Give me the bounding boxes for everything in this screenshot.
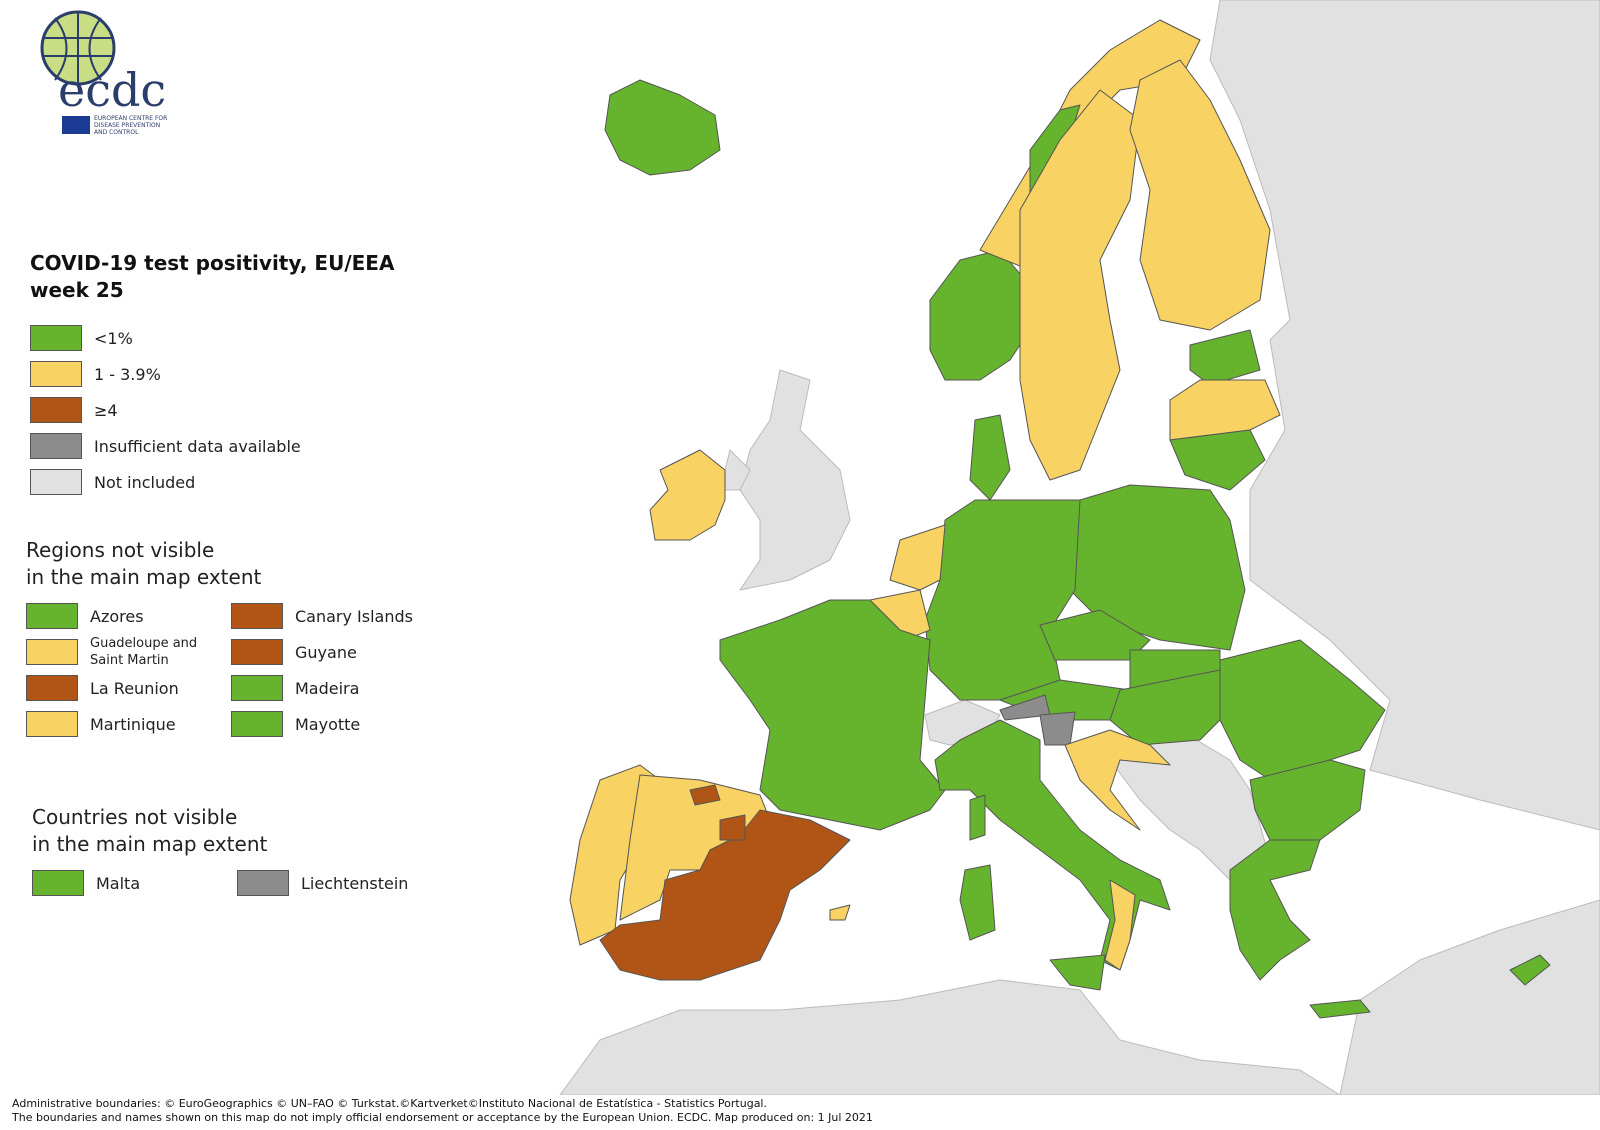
legend-swatch (30, 433, 82, 459)
eu-eea-countries (569, 19, 1551, 1019)
countries-title: Countries not visible in the main map ex… (32, 804, 267, 858)
map (559, 0, 1600, 1095)
romania (1219, 639, 1386, 781)
legend-label: <1% (94, 328, 133, 348)
legend-label: Azores (90, 606, 144, 626)
legend-swatch (30, 325, 82, 351)
legend-title: COVID-19 test positivity, EU/EEA week 25 (30, 250, 394, 304)
croatia (1064, 729, 1171, 831)
la-rioja (689, 784, 721, 806)
legend-item: Liechtenstein (237, 865, 437, 901)
legend-label: Liechtenstein (301, 873, 409, 893)
logo-agency: DISEASE PREVENTION (94, 122, 160, 129)
legend-label: Malta (96, 873, 141, 893)
footer-line: Administrative boundaries: © EuroGeograp… (12, 1097, 767, 1110)
legend-item: <1% (30, 320, 301, 356)
legend-swatch (26, 603, 78, 629)
legend-item: Mayotte (231, 706, 431, 742)
legend-item: Guyane (231, 634, 431, 670)
legend-item: Canary Islands (231, 598, 431, 634)
legend-item: Guadeloupe and Saint Martin (26, 634, 231, 670)
legend-label: Martinique (90, 714, 176, 734)
legend-swatch (231, 639, 283, 665)
legend-swatch (30, 361, 82, 387)
cyprus (1509, 954, 1551, 986)
sicily (1049, 954, 1106, 991)
estonia (1189, 329, 1261, 386)
bulgaria (1249, 759, 1366, 841)
section-line: Countries not visible (32, 805, 238, 829)
legend-item: Madeira (231, 670, 431, 706)
legend-swatch (30, 469, 82, 495)
legend-item: ≥4 (30, 392, 301, 428)
regions-legend: Azores Canary Islands Guadeloupe and Saint… (26, 598, 431, 742)
logo: ecdc EUROPEAN CENTRE FOR DISEASE PREVENT… (30, 8, 180, 142)
section-line: in the main map extent (32, 832, 268, 856)
legend-swatch (231, 675, 283, 701)
logo-graphic: ecdc EUROPEAN CENTRE FOR DISEASE PREVENT… (40, 10, 167, 136)
legend-label: 1 - 3.9% (94, 364, 161, 384)
legend-swatch (237, 870, 289, 896)
logo-wordmark: ecdc (58, 63, 166, 117)
logo-agency: AND CONTROL (94, 129, 139, 136)
section-line: in the main map extent (26, 565, 262, 589)
legend-swatch (231, 603, 283, 629)
legend-item: 1 - 3.9% (30, 356, 301, 392)
sardinia (959, 864, 996, 941)
calabria (1104, 879, 1136, 971)
section-line: Regions not visible (26, 538, 215, 562)
title-line: COVID-19 test positivity, EU/EEA (30, 251, 395, 275)
slovenia (1039, 711, 1076, 746)
norway-south (929, 249, 1031, 381)
legend-swatch (26, 711, 78, 737)
legend-item: Malta (32, 865, 237, 901)
legend-label: Guyane (295, 642, 357, 662)
legend-label: ≥4 (94, 400, 118, 420)
sweden (1019, 89, 1141, 481)
finland (1129, 59, 1271, 331)
balearic (829, 904, 851, 921)
corsica (969, 794, 986, 841)
lithuania (1169, 429, 1266, 491)
legend-label: Insufficient data available (94, 436, 301, 456)
footer: Administrative boundaries: © EuroGeograp… (12, 1097, 873, 1125)
legend-swatch (231, 711, 283, 737)
legend-item: Not included (30, 464, 301, 500)
crete (1309, 999, 1371, 1019)
iceland (604, 79, 721, 176)
legend-swatch (30, 397, 82, 423)
footer-line: The boundaries and names shown on this m… (12, 1111, 873, 1124)
legend-item: Insufficient data available (30, 428, 301, 464)
countries-legend: Malta Liechtenstein (32, 865, 437, 901)
denmark (969, 414, 1011, 501)
legend-item: Azores (26, 598, 231, 634)
madrid (719, 814, 746, 841)
title-line: week 25 (30, 278, 124, 302)
greece (1229, 839, 1321, 981)
spain-south-east (599, 809, 851, 981)
legend-label: La Reunion (90, 678, 179, 698)
legend-item: La Reunion (26, 670, 231, 706)
legend-label: Mayotte (295, 714, 361, 734)
ireland (649, 449, 726, 541)
latvia (1169, 379, 1281, 441)
legend-swatch (26, 675, 78, 701)
poland (1069, 484, 1246, 651)
legend: <1% 1 - 3.9% ≥4 Insufficient data available… (30, 320, 301, 500)
germany (924, 499, 1081, 701)
legend-label: Madeira (295, 678, 360, 698)
legend-label: Guadeloupe and Saint Martin (90, 636, 198, 668)
regions-title: Regions not visible in the main map exte… (26, 537, 261, 591)
legend-swatch (26, 639, 78, 665)
legend-swatch (32, 870, 84, 896)
legend-item: Martinique (26, 706, 231, 742)
france (719, 599, 946, 831)
netherlands (889, 524, 946, 591)
legend-label: Not included (94, 472, 196, 492)
logo-agency: EUROPEAN CENTRE FOR (94, 115, 167, 122)
legend-label: Canary Islands (295, 606, 413, 626)
